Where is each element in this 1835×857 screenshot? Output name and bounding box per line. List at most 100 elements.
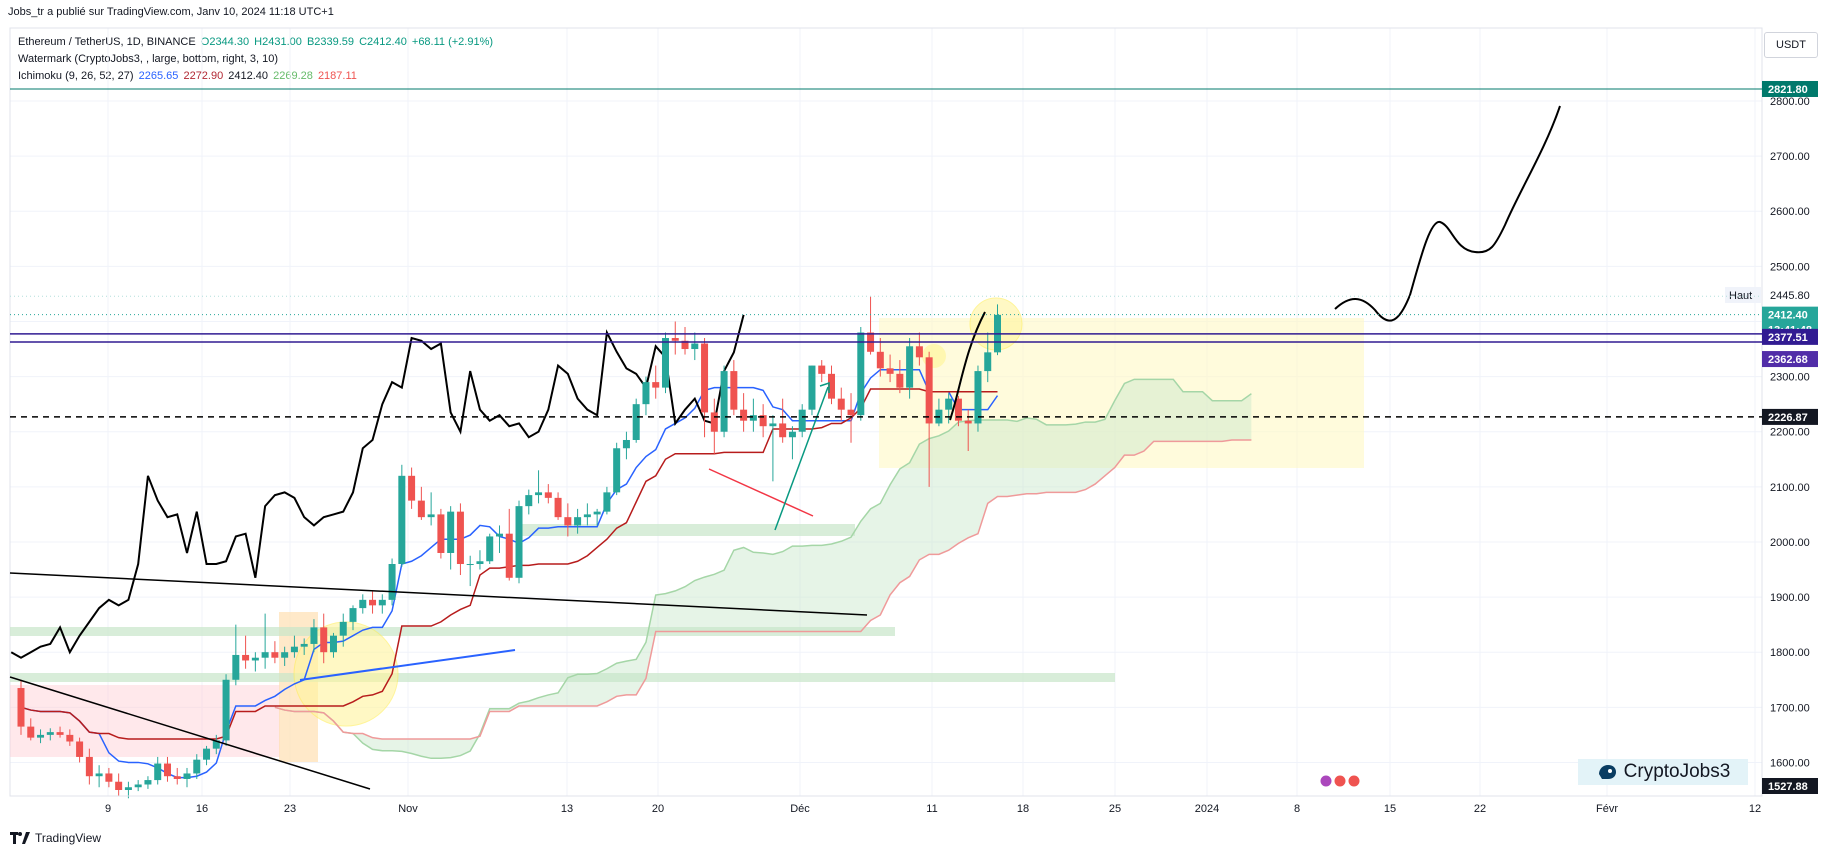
time-tick-label: 11 [926, 803, 937, 815]
candle [212, 734, 220, 755]
candle [906, 338, 914, 399]
candle [867, 296, 875, 355]
candle [535, 470, 543, 504]
green-zone-2 [10, 627, 895, 636]
candle [349, 605, 357, 631]
candle [896, 360, 904, 394]
candle [798, 404, 806, 438]
candle [476, 550, 484, 570]
time-tick-label: 9 [105, 803, 111, 815]
time-axis[interactable]: 9 16 23 Nov 13 20 Déc 11 18 25 2024 8 15 22 Févr 12 [10, 774, 1762, 815]
candle [574, 508, 582, 534]
candle [847, 393, 855, 443]
blue-trendline [299, 649, 516, 681]
black-zigzag [949, 311, 986, 421]
candle [886, 354, 894, 383]
consolidation-zone [879, 318, 1364, 468]
watermark-indicator-label[interactable]: Watermark (CryptoJobs3, , large, bottom,… [18, 53, 279, 65]
projection-curve [1334, 105, 1561, 322]
candle [544, 484, 552, 504]
candle [642, 376, 650, 416]
trendline-2 [9, 676, 371, 790]
time-tick-label: Févr [1596, 803, 1618, 815]
candle [329, 632, 337, 658]
event-icons[interactable] [1319, 774, 1361, 788]
candle [134, 780, 142, 792]
ichimoku-cloud [274, 378, 1252, 760]
ichimoku-span-a-value: 2269.28 [273, 70, 313, 82]
tradingview-footer[interactable]: TradingView [10, 831, 101, 845]
price-tick-label: 2000.00 [1770, 537, 1810, 549]
time-tick-label: 2024 [1195, 803, 1219, 815]
candle [144, 776, 152, 789]
time-tick-label: Nov [398, 803, 418, 815]
candle [320, 613, 328, 664]
candle [56, 726, 64, 738]
svg-text:1527.88: 1527.88 [1768, 781, 1808, 793]
green-arrow [774, 386, 829, 531]
candle [857, 326, 865, 421]
candle [740, 393, 748, 432]
candle [105, 767, 113, 788]
candle [163, 756, 171, 782]
event-flag-icon[interactable] [1333, 774, 1347, 788]
candle [300, 638, 308, 655]
high-marker: Haut 2445.80 [1725, 287, 1810, 303]
symbol-row[interactable]: Ethereum / TetherUS, 1D, BINANCE O2344.3… [18, 34, 493, 51]
green-zone-1 [520, 524, 855, 536]
symbol-name[interactable]: Ethereum / TetherUS, 1D, BINANCE [18, 36, 196, 48]
svg-text:2362.68: 2362.68 [1768, 354, 1808, 366]
candle [27, 718, 35, 741]
candle [437, 508, 445, 559]
price-tick-label: 1900.00 [1770, 592, 1810, 604]
candle [495, 525, 503, 553]
price-tick-label: 1600.00 [1770, 757, 1810, 769]
time-tick-label: 16 [196, 803, 208, 815]
candle [603, 486, 611, 515]
time-tick-label: 20 [652, 803, 664, 815]
candle [232, 624, 240, 686]
svg-text:Haut: Haut [1729, 290, 1752, 302]
event-flag-icon[interactable] [1319, 774, 1333, 788]
price-tick-label: 2600.00 [1770, 206, 1810, 218]
watermark-indicator-row[interactable]: Watermark (CryptoJobs3, , large, bottom,… [18, 51, 493, 68]
price-axis[interactable]: 2800.002700.002600.002500.002400.002300.… [10, 80, 1818, 794]
candle [17, 679, 25, 735]
ichimoku-kijun-value: 2272.90 [183, 70, 224, 82]
price-tick-label: 2300.00 [1770, 372, 1810, 384]
candle [554, 492, 562, 520]
candle [37, 729, 45, 744]
candle [954, 395, 962, 427]
candle [749, 398, 757, 432]
currency-selector[interactable]: USDT [1764, 32, 1818, 58]
candle [456, 503, 464, 576]
zones-layer [10, 297, 1364, 762]
candle [271, 641, 279, 664]
time-tick-label: 15 [1384, 803, 1396, 815]
event-flag-icon[interactable] [1347, 774, 1361, 788]
cloud-fill [274, 379, 1252, 759]
watermark-text: CryptoJobs3 [1623, 761, 1731, 782]
ichimoku-indicator-row[interactable]: Ichimoku (9, 26, 52, 27) 2265.65 2272.90… [18, 68, 493, 85]
candle [730, 360, 738, 416]
last-price-badge: 2412.40 [1762, 306, 1818, 323]
span-b-line [274, 439, 1252, 740]
candle [808, 365, 816, 416]
candle [183, 767, 191, 788]
green-zone-3 [10, 673, 1115, 682]
time-tick-label: Déc [790, 803, 810, 815]
time-tick-label: 23 [284, 803, 296, 815]
purple-badge-2: 2362.68 [1762, 351, 1818, 368]
tradingview-logo-icon [10, 832, 30, 844]
candles-layer [17, 296, 1001, 799]
candle [193, 754, 201, 779]
dashed-badge: 2226.87 [1762, 408, 1818, 425]
candle [369, 591, 377, 614]
candle [564, 503, 572, 537]
candle [837, 387, 845, 421]
candle [759, 404, 767, 438]
time-tick-label: 25 [1109, 803, 1121, 815]
candle [242, 635, 250, 669]
ichimoku-label[interactable]: Ichimoku (9, 26, 52, 27) [18, 70, 134, 82]
